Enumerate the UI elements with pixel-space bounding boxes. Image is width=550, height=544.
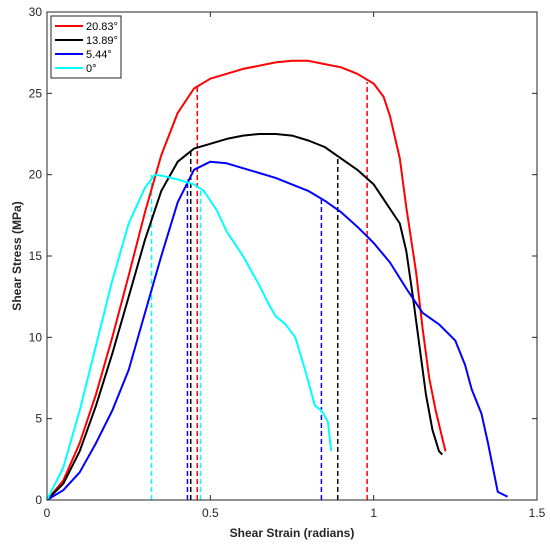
y-tick-label: 20 [29,168,43,182]
legend-label-0: 0° [86,63,97,75]
y-tick-label: 0 [35,493,42,507]
legend: 20.83° 13.89° 5.44° 0° [50,15,122,79]
series-line-20-83 [46,59,447,501]
x-tick-label: 1 [370,506,377,520]
legend-label-5-44: 5.44° [86,49,112,61]
series-line-0 [46,173,333,501]
y-axis: 0 5 10 15 20 25 30 [29,5,537,507]
y-tick-label: 25 [29,86,43,100]
y-tick-label: 10 [29,330,43,344]
plot-area [47,12,537,500]
reference-lines [150,81,368,500]
x-axis-label: Shear Strain (radians) [230,526,355,540]
legend-label-13-89: 13.89° [86,35,118,47]
series-lines [46,59,509,501]
y-tick-label: 15 [29,249,43,263]
x-axis: 0 0.5 1 1.5 [44,12,546,520]
series-line-5-44 [46,160,509,501]
x-tick-label: 1.5 [529,506,546,520]
x-tick-label: 0 [44,506,51,520]
y-axis-label: Shear Stress (MPa) [10,201,24,310]
legend-label-20-83: 20.83° [86,21,118,33]
y-tick-label: 5 [35,412,42,426]
y-tick-label: 30 [29,5,43,19]
x-tick-label: 0.5 [202,506,219,520]
